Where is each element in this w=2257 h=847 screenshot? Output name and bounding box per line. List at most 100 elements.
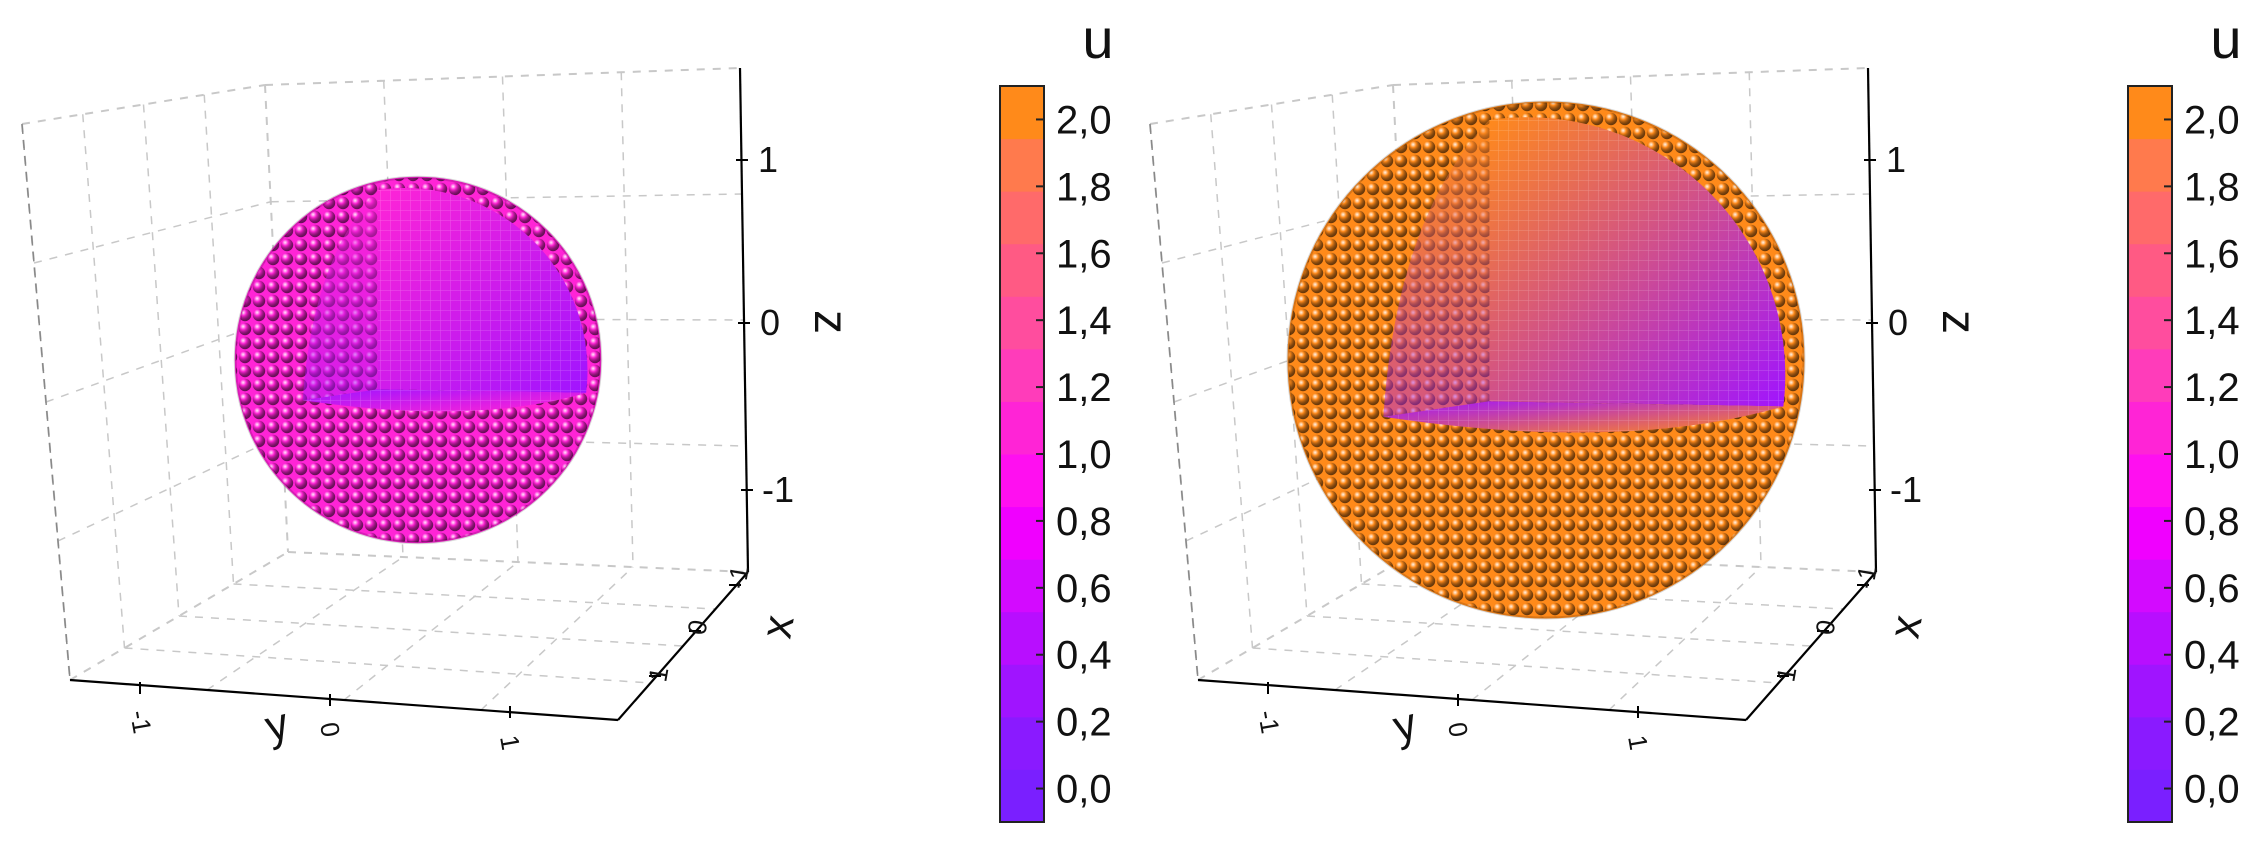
colorbar-tick-label: 1,6 [1056,232,1112,276]
colorbar-segment [2128,559,2172,613]
colorbar-tick-label: 1,8 [1056,165,1112,209]
y-tick-label: 1 [494,733,526,752]
chart-svg-right: 1 0 -1 z -1 0 1 y -1 0 1 x u 2,0 1,8 1,6 1,4 1,2 1,0 0,8 0,… [1149,7,2242,823]
colorbar-tick-label: 0,4 [2184,634,2240,678]
colorbar-segment [1000,243,1044,297]
colorbar-title: u [1082,7,1113,70]
colorbar-tick-label: 1,6 [2184,232,2240,276]
colorbar-segment [1000,559,1044,613]
colorbar-segment [1000,611,1044,665]
colorbar-segment [2128,769,2172,823]
colorbar-segment [2128,401,2172,455]
z-tick-label: 1 [1886,139,1906,180]
chart-panel-right: 1 0 -1 z -1 0 1 y -1 0 1 x u 2,0 1,8 1,6 1,4 1,2 1,0 0,8 0,… [1128,0,2256,847]
colorbar-segment [1000,769,1044,823]
x-axis-title: x [752,612,804,642]
colorbar-segment [1000,716,1044,770]
colorbar-segment [2128,664,2172,718]
x-axis-title: x [1880,612,1932,642]
colorbar-segment [1000,506,1044,560]
axis-wall-edge [1197,551,1417,681]
colorbar-segment [1000,296,1044,350]
x-tick-label: 0 [681,618,713,637]
colorbar-tick-label: 1,4 [2184,299,2240,343]
colorbar-tick-label: 1,0 [1056,433,1112,477]
z-tick-label: 0 [760,302,780,343]
axis-wall-edge [21,123,71,681]
z-axis-title: z [1932,310,1985,334]
colorbar-segment [1000,191,1044,245]
colorbar-tick-label: 0,2 [2184,701,2240,745]
z-tick-label: 1 [758,139,778,180]
colorbar-segment [1000,454,1044,508]
cutaway-floor-mesh [302,389,587,412]
grid-line [178,615,684,647]
cutaway-wall-left-texture [1383,120,1490,417]
grid-line [1210,114,1254,649]
cutaway-mesh [1489,117,1786,407]
sphere-rim [233,175,603,545]
z-tick-label: 0 [1888,302,1908,343]
grid-line [620,72,634,568]
colorbar-segment [1000,348,1044,402]
z-axis-line [1866,67,1878,573]
grid-line [276,317,745,321]
grid-line [233,583,716,610]
cutaway-wall-left-texture [302,190,378,401]
x-axis-line [617,571,749,721]
z-tick-label: -1 [1890,469,1922,510]
colorbar-segment [2128,138,2172,192]
grid-line [142,104,180,617]
sphere-rim [1286,100,1806,620]
colorbar-tick-label: 2,0 [2184,98,2240,142]
y-tick-label: 0 [1442,720,1474,739]
colorbar-segment [2128,348,2172,402]
grid-line [1608,566,1762,711]
z-tick-label: -1 [762,469,794,510]
colorbar-segment [1000,664,1044,718]
colorbar-segment [2128,716,2172,770]
x-tick-label: 1 [642,665,674,684]
colorbar-tick-label: 0,0 [2184,768,2240,812]
x-tick-label: -1 [1849,563,1883,591]
grid-line [1471,561,1647,701]
colorbar-tick-label: 1,2 [2184,366,2240,410]
y-tick-label: 1 [1622,733,1654,752]
colorbar-tick-label: 0,8 [2184,500,2240,544]
colorbar-tick-label: 0,2 [1056,701,1112,745]
grid-line [206,556,404,691]
colorbar-tick-label: 1,2 [1056,366,1112,410]
colorbar-segment [2128,191,2172,245]
colorbar-segment [1000,138,1044,192]
y-tick-label: 0 [314,720,346,739]
chart-svg-left: 1 0 -1 z -1 0 1 y -1 0 1 x u 2,0 1,8 1,6 1,4 1,2 1,0 0,8 0,… [21,7,1114,823]
z-axis-line [738,67,750,573]
colorbar-tick-label: 0,6 [2184,567,2240,611]
colorbar-tick-label: 1,4 [1056,299,1112,343]
z-axis-title: z [804,310,857,334]
y-axis-line [1197,678,1747,722]
colorbar-segment [2128,611,2172,665]
x-axis-line [1745,571,1877,721]
colorbar-segment [2128,506,2172,560]
colorbar-tick-label: 1,0 [2184,433,2240,477]
colorbar-tick-label: 0,6 [1056,567,1112,611]
colorbar-tick-label: 0,0 [1056,768,1112,812]
colorbar-tick-label: 1,8 [2184,165,2240,209]
colorbar-tick-label: 0,8 [1056,500,1112,544]
colorbar-segment [2128,454,2172,508]
colorbar-tick-label: 0,4 [1056,634,1112,678]
colorbar-title: u [2210,7,2241,70]
colorbar-segment [2128,243,2172,297]
y-tick-label: -1 [124,708,158,736]
colorbar-segment [1000,86,1044,140]
grid-line [480,566,634,711]
colorbar-segment [2128,296,2172,350]
y-axis-title: y [1388,699,1422,752]
x-tick-label: 1 [1770,665,1802,684]
chart-panel-left: 1 0 -1 z -1 0 1 y -1 0 1 x u 2,0 1,8 1,6 1,4 1,2 1,0 0,8 0,… [0,0,1128,847]
x-tick-label: -1 [721,563,755,591]
grid-line [82,114,126,649]
cutaway-floor-mesh [1383,401,1784,433]
x-tick-label: 0 [1809,618,1841,637]
